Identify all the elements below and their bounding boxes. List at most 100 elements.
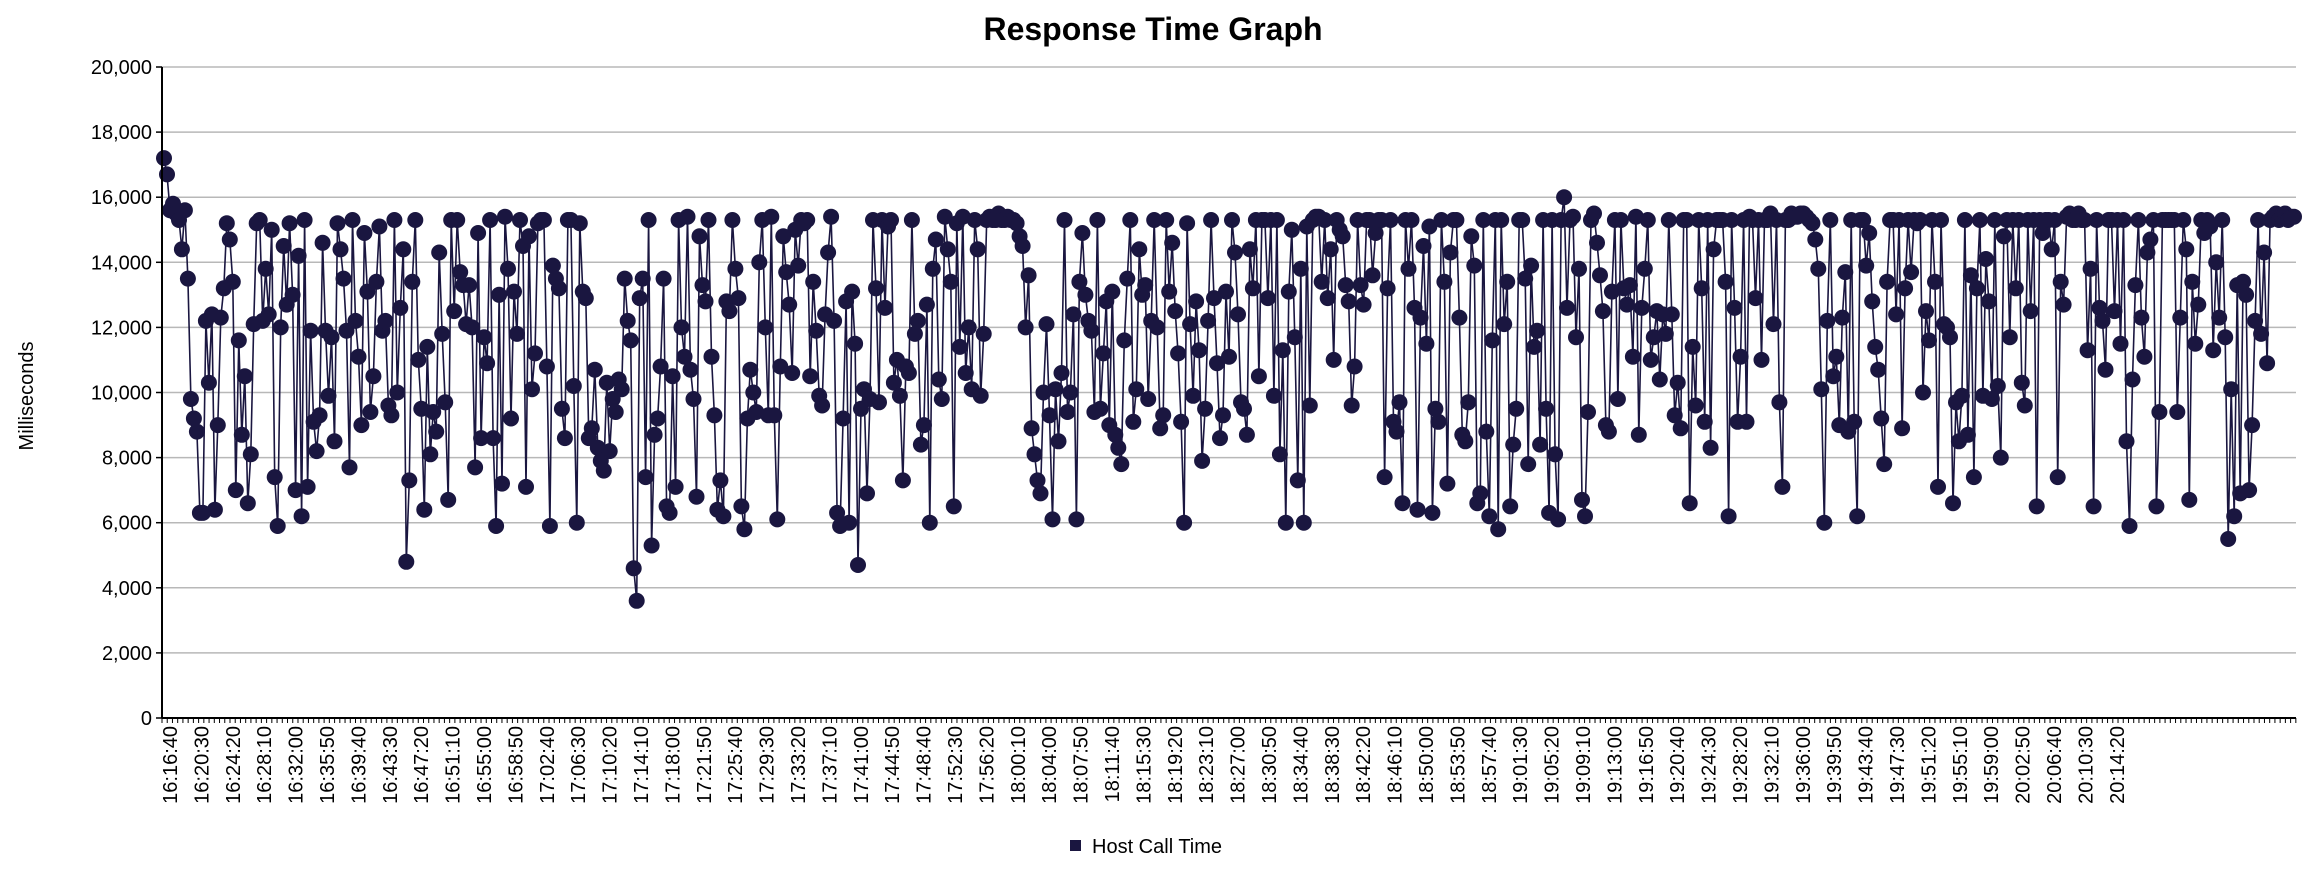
data-point — [649, 410, 666, 427]
x-tick-label: 17:18:00 — [662, 726, 684, 804]
data-point — [1170, 345, 1187, 362]
data-point — [1669, 374, 1686, 391]
data-point — [2148, 498, 2165, 515]
data-point — [2097, 361, 2114, 378]
data-point — [326, 433, 343, 450]
data-point — [1089, 212, 1106, 228]
data-point — [1705, 241, 1722, 258]
data-point — [1035, 384, 1052, 401]
data-point — [1436, 273, 1453, 290]
data-point — [1496, 316, 1513, 333]
data-point — [314, 234, 331, 251]
y-tick-label: 2,000 — [102, 643, 152, 665]
data-point — [885, 374, 902, 391]
data-point — [1415, 238, 1432, 254]
data-point — [1376, 469, 1393, 486]
data-point — [1612, 212, 1629, 228]
data-point — [1107, 426, 1124, 443]
data-point — [200, 374, 217, 391]
data-point — [1209, 355, 1225, 372]
x-tick-label: 18:19:20 — [1165, 726, 1187, 804]
data-point — [1265, 387, 1282, 404]
data-point — [715, 508, 732, 525]
data-point — [428, 423, 445, 440]
data-point — [778, 264, 795, 281]
data-point — [1633, 299, 1650, 316]
data-point — [652, 358, 669, 375]
x-tick-label: 16:32:00 — [286, 726, 308, 804]
data-point — [1451, 309, 1468, 326]
data-point — [1017, 319, 1034, 336]
data-point — [1550, 511, 1567, 528]
data-point — [1448, 212, 1465, 228]
data-point — [730, 290, 747, 307]
data-point — [1556, 189, 1573, 206]
data-point — [350, 348, 367, 365]
data-point — [1041, 407, 1058, 424]
data-point — [2112, 335, 2129, 352]
data-point — [353, 417, 370, 434]
data-point — [966, 212, 983, 228]
data-point — [1421, 218, 1438, 235]
axes — [156, 66, 2297, 723]
data-point — [1678, 212, 1695, 228]
x-tick-label: 17:52:30 — [945, 726, 967, 804]
data-point — [826, 312, 843, 329]
data-point — [320, 387, 337, 404]
data-point — [1334, 228, 1351, 245]
data-point — [1804, 215, 1821, 232]
data-point — [2082, 260, 2099, 277]
data-point — [1116, 332, 1133, 349]
x-tick-label: 18:07:50 — [1071, 726, 1093, 804]
data-point — [763, 208, 780, 225]
data-point — [1179, 215, 1196, 232]
data-point — [927, 231, 944, 248]
data-point — [613, 381, 630, 398]
data-point — [2034, 225, 2051, 241]
data-point — [808, 322, 825, 339]
data-point — [1846, 413, 1863, 430]
data-point — [745, 384, 762, 401]
data-point — [347, 312, 364, 329]
data-point — [1956, 212, 1973, 228]
data-point — [497, 208, 513, 225]
data-point — [1259, 290, 1276, 307]
data-point — [2124, 371, 2141, 388]
data-point — [1125, 413, 1142, 430]
data-point — [488, 518, 505, 534]
data-point — [936, 208, 953, 225]
data-point — [296, 212, 313, 228]
data-point — [1149, 319, 1166, 336]
data-point — [335, 270, 352, 287]
data-point — [1807, 231, 1824, 248]
data-point — [1870, 361, 1887, 378]
data-point — [2259, 355, 2276, 372]
data-point — [1280, 283, 1297, 300]
data-point — [924, 260, 941, 277]
data-point — [535, 212, 552, 228]
data-point — [2175, 212, 2192, 228]
data-point — [664, 368, 681, 385]
data-point — [251, 212, 268, 228]
data-point — [736, 521, 753, 538]
data-point — [2133, 309, 2150, 326]
data-point — [467, 459, 484, 476]
data-point — [1879, 273, 1896, 290]
data-point — [449, 212, 466, 228]
data-point — [2085, 498, 2102, 515]
data-point — [1113, 456, 1130, 473]
data-point — [912, 436, 929, 453]
data-point — [233, 426, 250, 443]
data-point — [1140, 391, 1157, 407]
data-point — [156, 150, 172, 167]
data-point — [2079, 342, 2096, 359]
data-point — [1861, 225, 1878, 241]
data-point — [1409, 501, 1426, 518]
data-point — [607, 404, 624, 420]
data-point — [1636, 260, 1653, 277]
data-point — [903, 212, 920, 228]
data-point — [637, 469, 654, 486]
x-tick-label: 20:06:40 — [2044, 726, 2066, 804]
data-point — [2121, 518, 2138, 534]
data-point — [2226, 508, 2243, 525]
